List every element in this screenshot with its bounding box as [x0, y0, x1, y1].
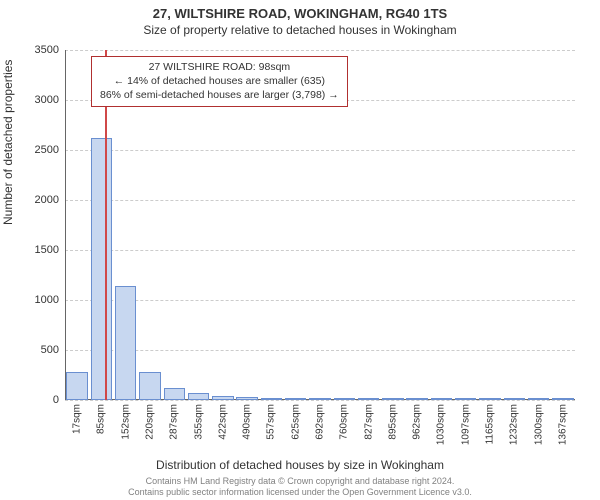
xtick-label: 1097sqm: [460, 404, 471, 445]
xtick-label: 490sqm: [242, 404, 253, 440]
chart-title: 27, WILTSHIRE ROAD, WOKINGHAM, RG40 1TS: [0, 0, 600, 21]
property-infobox: 27 WILTSHIRE ROAD: 98sqm ← 14% of detach…: [91, 56, 348, 107]
ytick-label: 1500: [35, 244, 59, 256]
footer-line2: Contains public sector information licen…: [0, 487, 600, 498]
x-axis-label: Distribution of detached houses by size …: [0, 458, 600, 472]
gridline: [65, 200, 575, 201]
ytick-label: 500: [41, 344, 59, 356]
ytick-label: 3000: [35, 94, 59, 106]
xtick-label: 557sqm: [266, 404, 277, 440]
xtick-label: 152sqm: [120, 404, 131, 440]
ytick-label: 2500: [35, 144, 59, 156]
xtick-label: 1030sqm: [436, 404, 447, 445]
bar: [188, 393, 209, 400]
y-axis-label: Number of detached properties: [1, 60, 15, 225]
ytick-label: 1000: [35, 294, 59, 306]
chart-container: 27, WILTSHIRE ROAD, WOKINGHAM, RG40 1TS …: [0, 0, 600, 500]
xtick-label: 962sqm: [412, 404, 423, 440]
xtick-label: 760sqm: [339, 404, 350, 440]
ytick-label: 0: [53, 394, 59, 406]
infobox-line1: 27 WILTSHIRE ROAD: 98sqm: [100, 60, 339, 74]
bar: [236, 397, 257, 400]
bar: [406, 398, 427, 400]
y-axis-line: [65, 50, 66, 400]
bar: [504, 398, 525, 400]
gridline: [65, 300, 575, 301]
bar: [285, 398, 306, 400]
bar: [164, 388, 185, 400]
xtick-label: 1367sqm: [557, 404, 568, 445]
xtick-label: 692sqm: [315, 404, 326, 440]
xtick-label: 1165sqm: [485, 404, 496, 444]
gridline: [65, 150, 575, 151]
xtick-label: 625sqm: [290, 404, 301, 440]
chart-footer: Contains HM Land Registry data © Crown c…: [0, 476, 600, 499]
bar: [212, 396, 233, 401]
bar: [261, 398, 282, 400]
bar: [309, 398, 330, 400]
xtick-label: 827sqm: [363, 404, 374, 440]
gridline: [65, 400, 575, 401]
gridline: [65, 350, 575, 351]
bar: [115, 286, 136, 400]
xtick-label: 355sqm: [193, 404, 204, 440]
bar: [431, 398, 452, 400]
xtick-label: 220sqm: [145, 404, 156, 440]
gridline: [65, 250, 575, 251]
xtick-label: 895sqm: [387, 404, 398, 440]
chart-subtitle: Size of property relative to detached ho…: [0, 21, 600, 37]
bar: [528, 398, 549, 400]
bar: [139, 372, 160, 400]
bar: [91, 138, 112, 400]
xtick-label: 85sqm: [96, 404, 107, 434]
xtick-label: 287sqm: [169, 404, 180, 440]
bar: [552, 398, 573, 400]
ytick-label: 3500: [35, 44, 59, 56]
ytick-label: 2000: [35, 194, 59, 206]
infobox-line2: ← 14% of detached houses are smaller (63…: [100, 74, 339, 88]
bar: [382, 398, 403, 400]
infobox-line3: 86% of semi-detached houses are larger (…: [100, 88, 339, 102]
plot-area: 27 WILTSHIRE ROAD: 98sqm ← 14% of detach…: [65, 50, 575, 400]
xtick-label: 17sqm: [72, 404, 83, 434]
bar: [479, 398, 500, 400]
bar: [66, 372, 87, 400]
xtick-label: 1232sqm: [509, 404, 520, 445]
bar: [334, 398, 355, 400]
bar: [358, 398, 379, 400]
xtick-label: 422sqm: [217, 404, 228, 440]
footer-line1: Contains HM Land Registry data © Crown c…: [0, 476, 600, 487]
bar: [455, 398, 476, 400]
xtick-label: 1300sqm: [533, 404, 544, 445]
gridline: [65, 50, 575, 51]
